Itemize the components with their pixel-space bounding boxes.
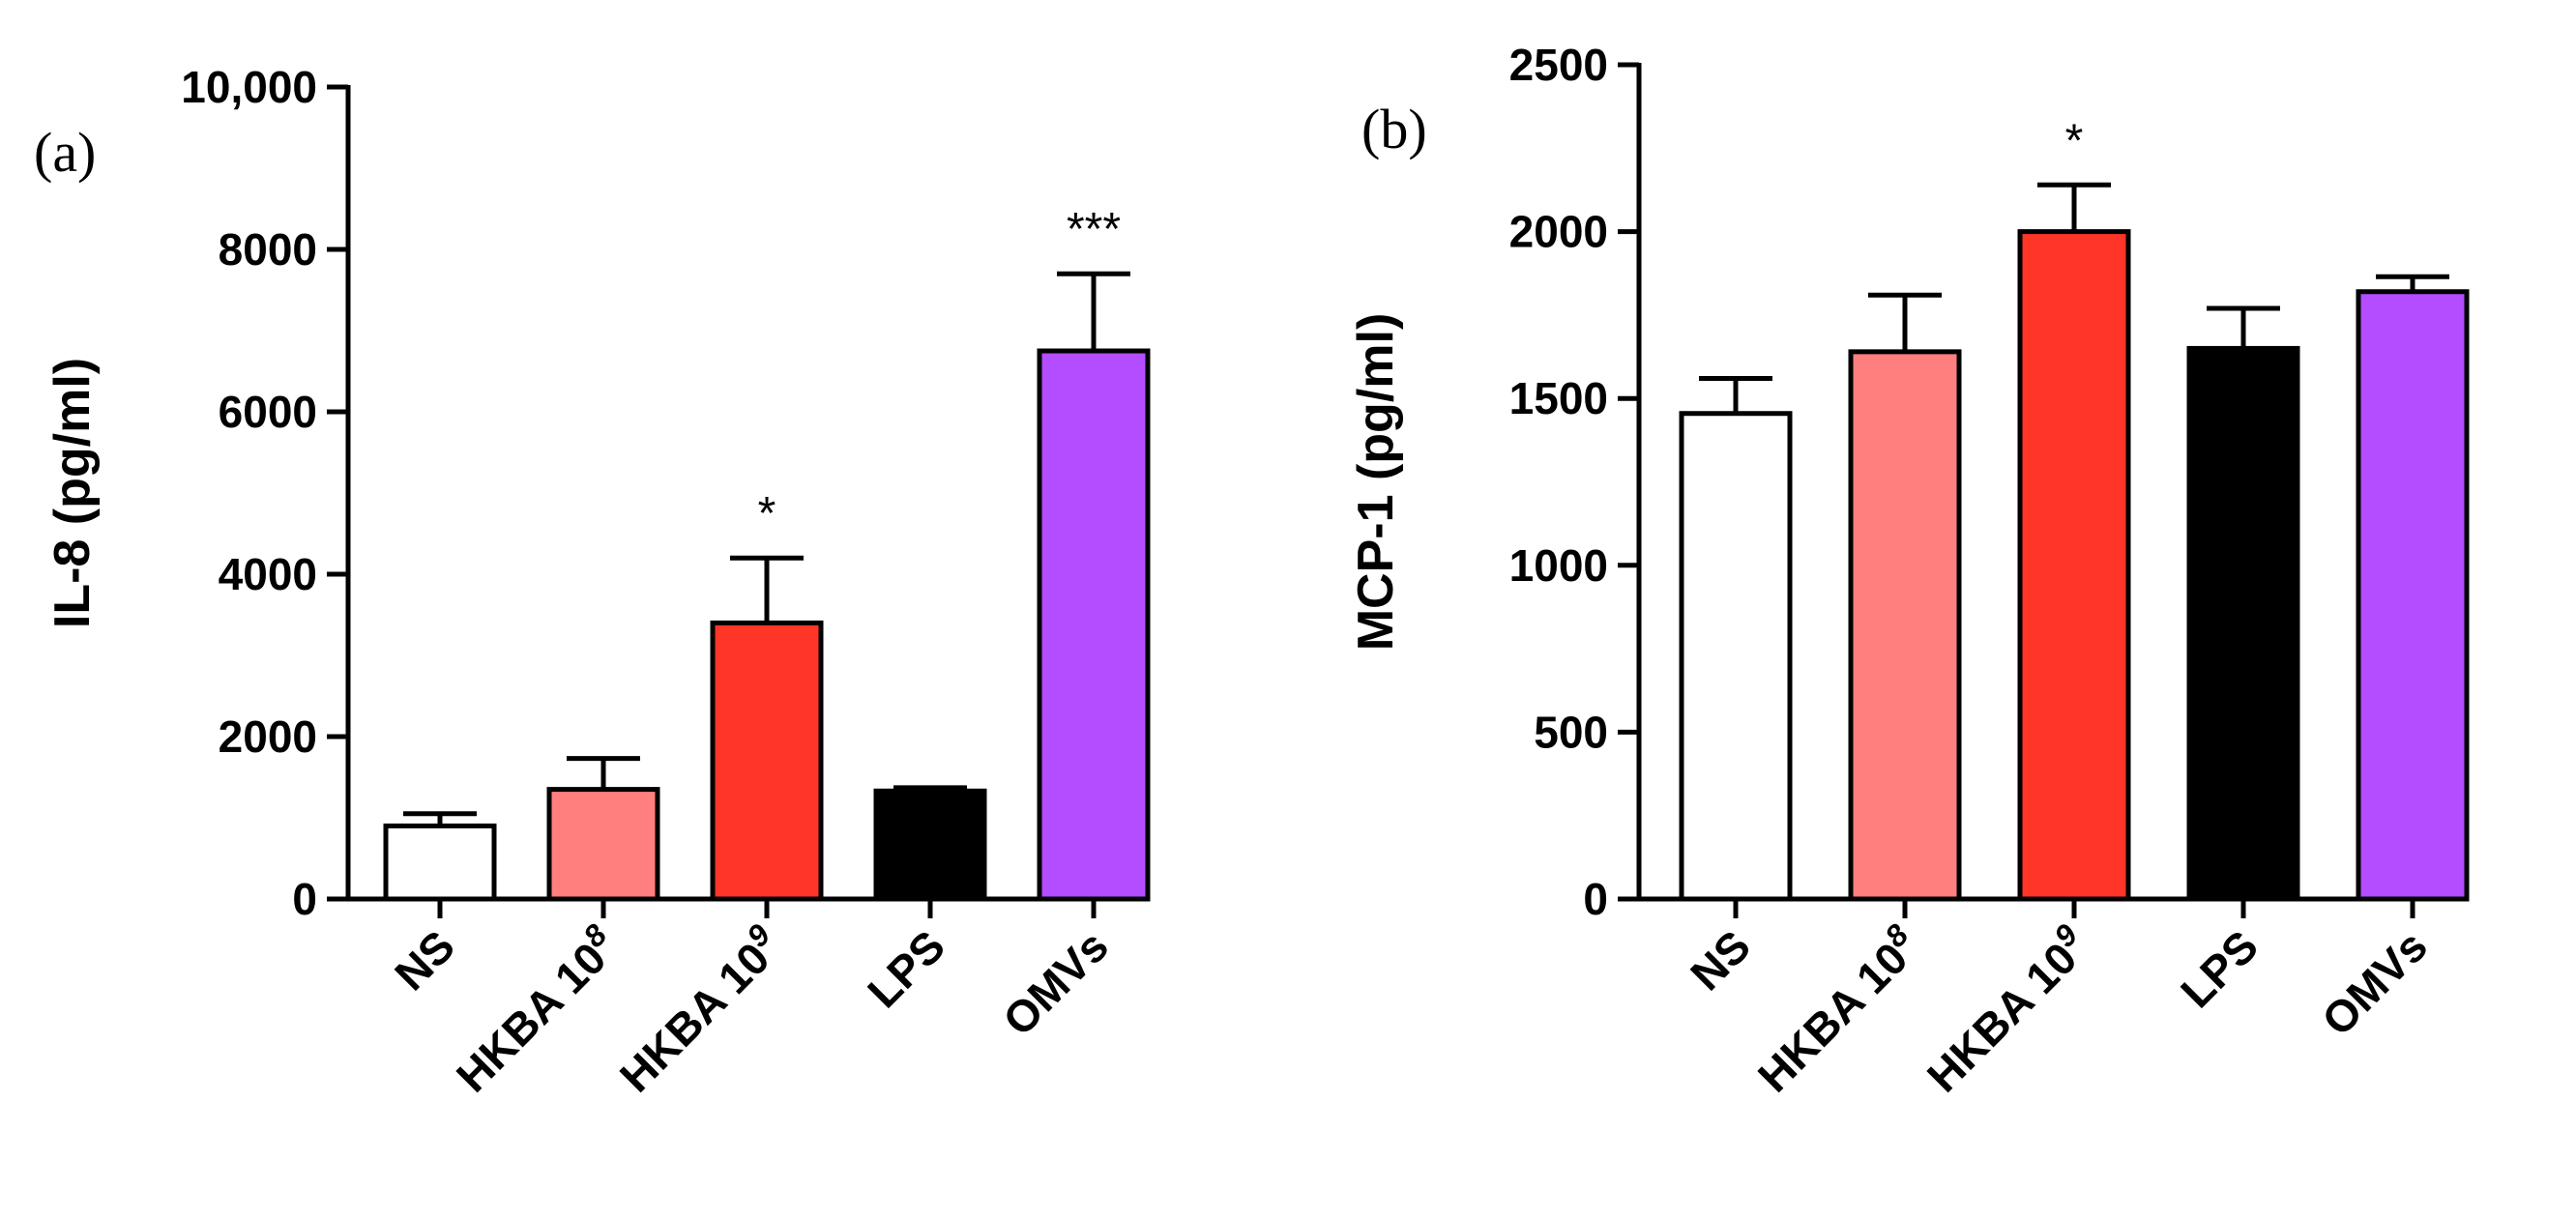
panel-b: (b)MCP-1 (pg/ml)05001000150020002500NSHK… bbox=[1348, 40, 2470, 1102]
y-tick-label: 4000 bbox=[219, 549, 317, 599]
category-label: NS bbox=[385, 920, 464, 1000]
panel-label: (a) bbox=[34, 121, 96, 184]
significance-label: * bbox=[2065, 115, 2084, 166]
category-label: LPS bbox=[858, 920, 954, 1017]
y-tick-label: 0 bbox=[292, 874, 317, 924]
y-tick-label: 500 bbox=[1534, 707, 1608, 757]
y-axis-title: IL-8 (pg/ml) bbox=[44, 358, 101, 628]
y-tick-label: 2000 bbox=[1509, 207, 1608, 257]
category-label: OMVs bbox=[2312, 920, 2437, 1045]
bar bbox=[1848, 349, 1962, 902]
y-tick-label: 6000 bbox=[219, 387, 317, 437]
bar bbox=[1679, 411, 1793, 902]
significance-label: * bbox=[758, 488, 776, 539]
y-tick-label: 10,000 bbox=[181, 62, 317, 112]
category-label: OMVs bbox=[993, 920, 1118, 1045]
significance-label: *** bbox=[1067, 204, 1121, 255]
y-tick-label: 1500 bbox=[1509, 373, 1608, 423]
category-label: LPS bbox=[2171, 920, 2268, 1017]
category-label: HKBA 109 bbox=[1914, 917, 2098, 1102]
bar bbox=[2017, 229, 2131, 902]
bar bbox=[546, 787, 660, 902]
panel-a: (a) IL-8 (pg/ml) 0 2000 4000 6000 8000 10,000 NS… bbox=[34, 62, 1151, 1102]
y-tick-label: 2000 bbox=[219, 711, 317, 762]
bar bbox=[2186, 345, 2300, 902]
bar bbox=[2356, 289, 2470, 902]
category-label: NS bbox=[1681, 920, 1760, 1000]
y-axis-title: MCP-1 (pg/ml) bbox=[1348, 313, 1404, 652]
category-label: HKBA 108 bbox=[1744, 917, 1929, 1102]
y-tick-label: 1000 bbox=[1509, 540, 1608, 591]
bar bbox=[1037, 348, 1151, 902]
y-tick-label: 2500 bbox=[1509, 40, 1608, 90]
y-tick-label: 8000 bbox=[219, 224, 317, 275]
category-label: HKBA 109 bbox=[606, 917, 791, 1102]
bar bbox=[710, 620, 824, 902]
bar bbox=[873, 788, 987, 902]
category-label: HKBA 108 bbox=[443, 917, 628, 1102]
panel-label: (b) bbox=[1361, 98, 1427, 160]
bar bbox=[383, 823, 497, 902]
y-tick-label: 0 bbox=[1583, 874, 1608, 924]
